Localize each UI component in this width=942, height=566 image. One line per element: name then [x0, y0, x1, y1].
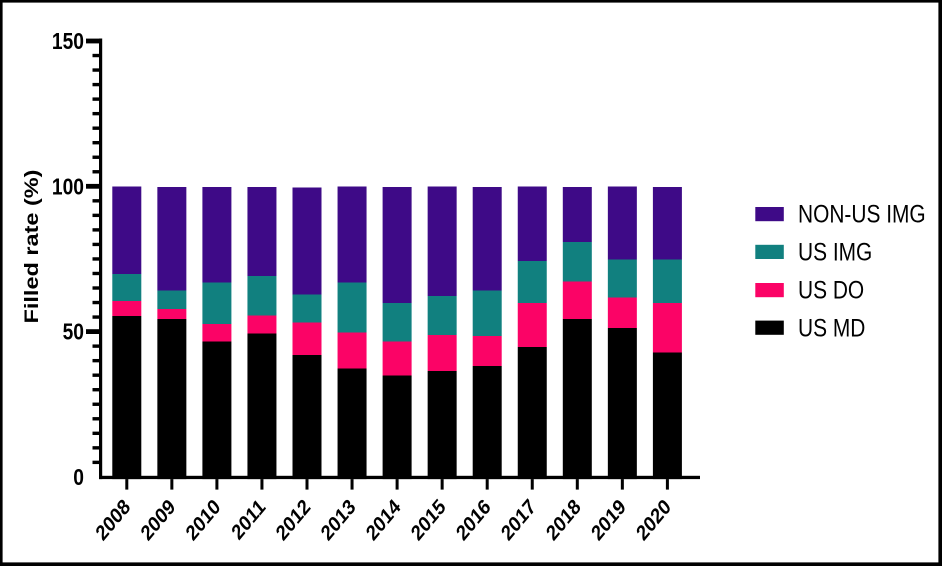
svg-text:US MD: US MD [798, 314, 865, 342]
svg-text:100: 100 [52, 175, 84, 200]
svg-text:150: 150 [52, 29, 84, 54]
svg-text:US IMG: US IMG [798, 238, 872, 266]
svg-text:0: 0 [73, 465, 84, 490]
svg-text:Filled rate (%): Filled rate (%) [20, 170, 43, 324]
svg-text:NON-US IMG: NON-US IMG [798, 200, 926, 228]
svg-text:US DO: US DO [798, 276, 864, 304]
svg-text:50: 50 [63, 320, 84, 345]
